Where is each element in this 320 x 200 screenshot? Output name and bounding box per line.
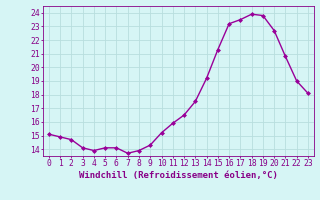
X-axis label: Windchill (Refroidissement éolien,°C): Windchill (Refroidissement éolien,°C) xyxy=(79,171,278,180)
